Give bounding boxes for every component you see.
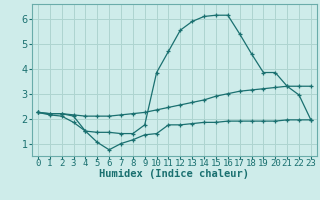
X-axis label: Humidex (Indice chaleur): Humidex (Indice chaleur) [100,169,249,179]
